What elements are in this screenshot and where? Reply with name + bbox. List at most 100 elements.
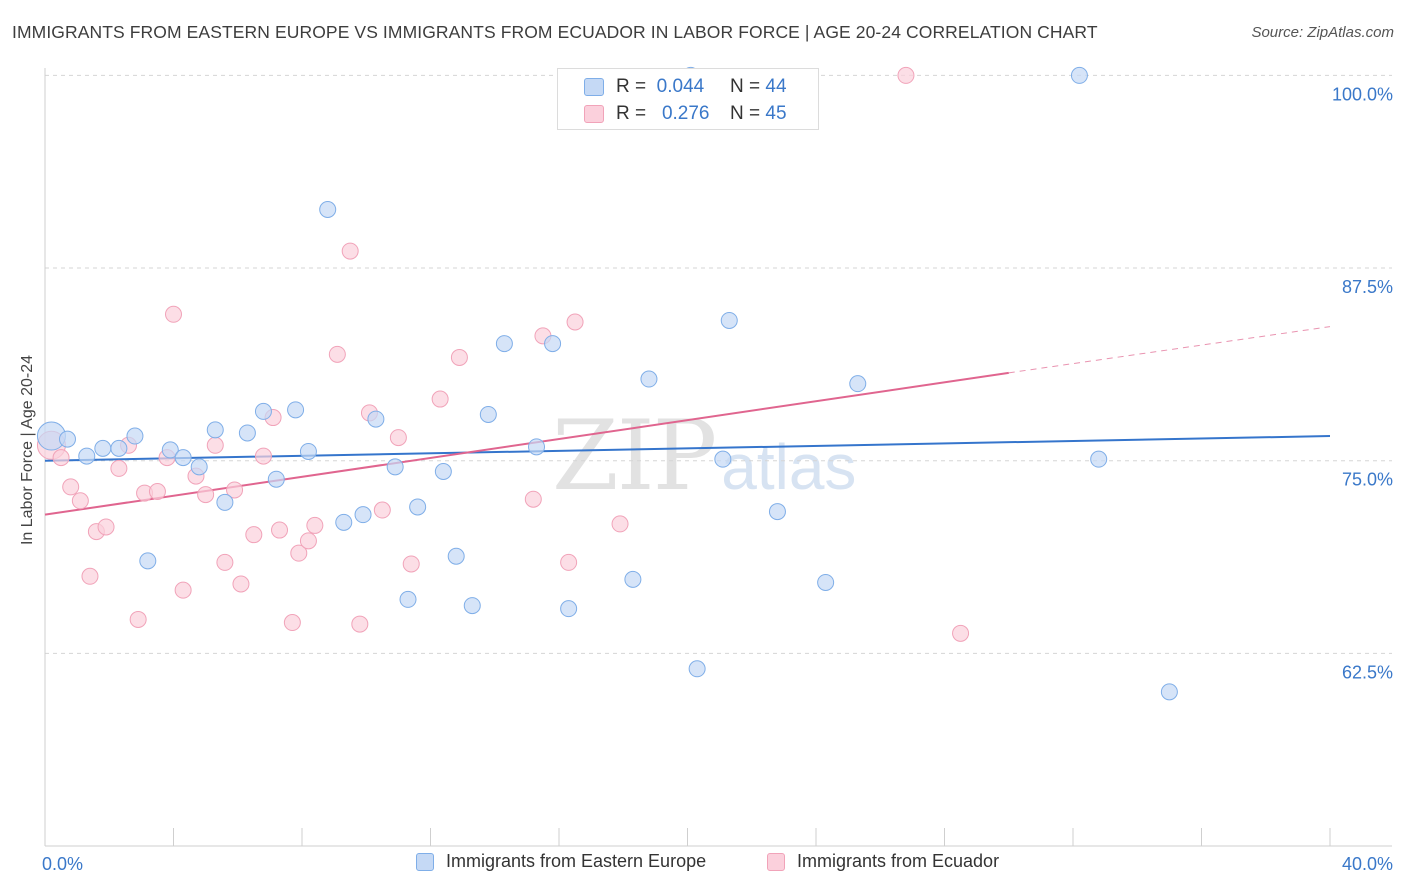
gridlines bbox=[45, 74, 1392, 654]
point-ecuador bbox=[283, 614, 301, 632]
point-eastern-europe bbox=[174, 449, 192, 467]
n-label: N = bbox=[730, 103, 761, 124]
point-ecuador bbox=[197, 486, 215, 504]
point-eastern-europe bbox=[335, 513, 353, 531]
point-eastern-europe bbox=[849, 375, 867, 393]
r-label: R = bbox=[616, 103, 647, 124]
point-ecuador bbox=[254, 447, 272, 465]
stats-row-ecuador: R = 0.276 N = 45 bbox=[558, 101, 820, 127]
stats-n-ecuador: N = 45 bbox=[730, 103, 787, 125]
point-eastern-europe bbox=[817, 573, 835, 591]
point-eastern-europe bbox=[126, 427, 144, 445]
point-ecuador bbox=[110, 459, 128, 477]
correlation-stats-box: R = 0.044 N = 44 R = 0.276 N = 45 bbox=[557, 68, 819, 130]
watermark-atlas: atlas bbox=[721, 431, 857, 503]
y-tick-label: 75.0% bbox=[1342, 470, 1393, 490]
point-eastern-europe bbox=[463, 597, 481, 615]
point-eastern-europe bbox=[720, 311, 738, 329]
point-eastern-europe bbox=[528, 438, 546, 456]
point-ecuador bbox=[373, 501, 391, 519]
x-tick-label: 0.0% bbox=[42, 854, 83, 874]
n-value: 45 bbox=[765, 103, 787, 124]
point-ecuador bbox=[306, 516, 324, 534]
point-ecuador bbox=[611, 515, 629, 533]
point-ecuador bbox=[351, 615, 369, 633]
point-ecuador bbox=[566, 313, 584, 331]
point-eastern-europe bbox=[1090, 450, 1108, 468]
point-ecuador bbox=[560, 553, 578, 571]
watermark: ZIPatlas bbox=[552, 400, 856, 512]
n-label: N = bbox=[730, 76, 761, 97]
point-ecuador bbox=[897, 66, 915, 84]
point-eastern-europe bbox=[560, 600, 578, 618]
point-eastern-europe bbox=[447, 547, 465, 565]
point-eastern-europe bbox=[319, 200, 337, 218]
point-eastern-europe bbox=[216, 493, 234, 511]
point-eastern-europe bbox=[110, 439, 128, 457]
point-ecuador bbox=[232, 575, 250, 593]
point-eastern-europe bbox=[434, 462, 452, 480]
point-eastern-europe bbox=[238, 424, 256, 442]
point-eastern-europe bbox=[161, 441, 179, 459]
point-eastern-europe bbox=[409, 498, 427, 516]
y-axis-label: In Labor Force | Age 20-24 bbox=[19, 354, 36, 546]
point-eastern-europe bbox=[768, 503, 786, 521]
point-eastern-europe bbox=[354, 506, 372, 524]
y-tick-label: 62.5% bbox=[1342, 662, 1393, 682]
legend-item-ecuador[interactable]: Immigrants from Ecuador bbox=[767, 851, 999, 872]
point-ecuador bbox=[328, 345, 346, 363]
point-eastern-europe bbox=[479, 405, 497, 423]
chart-legend: Immigrants from Eastern Europe Immigrant… bbox=[0, 851, 1406, 877]
point-ecuador bbox=[952, 624, 970, 642]
point-ecuador bbox=[206, 436, 224, 454]
point-eastern-europe bbox=[367, 410, 385, 428]
point-ecuador bbox=[290, 544, 308, 562]
source-credit: Source: ZipAtlas.com bbox=[1251, 24, 1394, 41]
point-eastern-europe bbox=[78, 447, 96, 465]
r-value: 0.044 bbox=[656, 76, 705, 97]
legend-label-ecuador: Immigrants from Ecuador bbox=[797, 851, 1000, 871]
point-eastern-europe bbox=[287, 401, 305, 419]
point-eastern-europe bbox=[190, 458, 208, 476]
point-eastern-europe bbox=[495, 335, 513, 353]
tick-labels: 62.5% 75.0% 87.5% 100.0% 0.0% 40.0% bbox=[42, 84, 1393, 874]
point-ecuador bbox=[450, 348, 468, 366]
stats-r-ecuador: R = 0.276 bbox=[616, 103, 710, 125]
trend-line-ecuador-extension bbox=[1008, 326, 1331, 374]
y-tick-label: 87.5% bbox=[1342, 277, 1393, 297]
point-eastern-europe bbox=[624, 570, 642, 588]
point-ecuador bbox=[271, 521, 289, 539]
point-eastern-europe bbox=[1160, 683, 1178, 701]
x-tick-label: 40.0% bbox=[1342, 854, 1393, 874]
point-eastern-europe bbox=[386, 458, 404, 476]
point-ecuador bbox=[226, 481, 244, 499]
stats-row-eastern-europe: R = 0.044 N = 44 bbox=[558, 74, 820, 100]
point-eastern-europe bbox=[640, 370, 658, 388]
stats-swatch-eastern-europe bbox=[584, 78, 604, 96]
point-ecuador bbox=[97, 518, 115, 536]
point-eastern-europe bbox=[139, 552, 157, 570]
stats-r-eastern-europe: R = 0.044 bbox=[616, 76, 704, 98]
point-ecuador bbox=[216, 553, 234, 571]
point-eastern-europe bbox=[267, 470, 285, 488]
point-ecuador bbox=[389, 429, 407, 447]
point-ecuador bbox=[148, 483, 166, 501]
point-eastern-europe bbox=[299, 442, 317, 460]
legend-swatch-ecuador bbox=[767, 852, 785, 871]
point-eastern-europe bbox=[1070, 66, 1088, 84]
trend-line-eastern-europe bbox=[44, 435, 1331, 462]
watermark-zip: ZIP bbox=[552, 400, 717, 512]
point-ecuador bbox=[299, 532, 317, 550]
n-value: 44 bbox=[765, 76, 787, 97]
legend-item-eastern-europe[interactable]: Immigrants from Eastern Europe bbox=[416, 851, 706, 872]
point-eastern-europe bbox=[206, 421, 224, 439]
chart-title: IMMIGRANTS FROM EASTERN EUROPE VS IMMIGR… bbox=[12, 22, 1098, 42]
point-eastern-europe bbox=[94, 439, 112, 457]
point-ecuador bbox=[341, 242, 359, 260]
trend-line-ecuador bbox=[44, 371, 1009, 516]
r-value: 0.276 bbox=[661, 103, 710, 124]
point-ecuador bbox=[129, 610, 147, 628]
point-eastern-europe bbox=[544, 335, 562, 353]
stats-swatch-ecuador bbox=[584, 105, 604, 123]
